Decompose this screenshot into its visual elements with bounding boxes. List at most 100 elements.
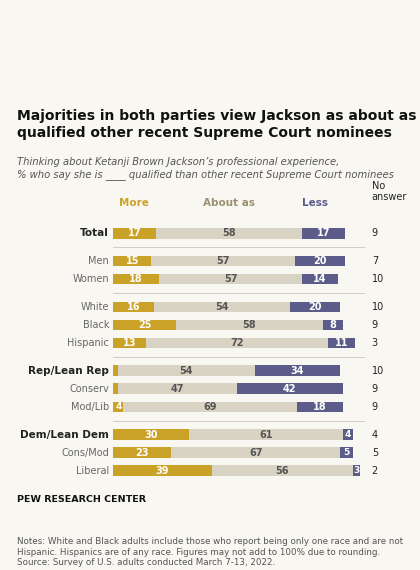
Text: 4: 4 — [372, 430, 378, 440]
Text: 9: 9 — [372, 320, 378, 330]
Bar — [113, 337, 146, 348]
Text: 30: 30 — [144, 430, 158, 440]
Text: 58: 58 — [243, 320, 256, 330]
Bar — [151, 255, 295, 266]
Bar — [297, 401, 343, 412]
Text: More: More — [118, 198, 149, 208]
Text: PEW RESEARCH CENTER: PEW RESEARCH CENTER — [17, 495, 146, 504]
Text: 4: 4 — [344, 430, 351, 439]
Bar — [237, 384, 343, 394]
Text: Majorities in both parties view Jackson as about as
qualified other recent Supre: Majorities in both parties view Jackson … — [17, 109, 416, 140]
Text: 5: 5 — [344, 449, 349, 457]
Text: 67: 67 — [249, 448, 262, 458]
Text: 14: 14 — [313, 274, 327, 284]
Text: 9: 9 — [372, 228, 378, 238]
Text: 13: 13 — [123, 338, 136, 348]
Text: 17: 17 — [317, 228, 331, 238]
Text: 47: 47 — [171, 384, 184, 394]
Text: 56: 56 — [276, 466, 289, 476]
Text: 7: 7 — [372, 256, 378, 266]
Bar — [113, 227, 156, 238]
Text: 9: 9 — [372, 402, 378, 412]
Text: Conserv: Conserv — [69, 384, 109, 394]
Text: % who say she is ____ qualified than other recent Supreme Court nominees: % who say she is ____ qualified than oth… — [17, 169, 394, 180]
Bar — [113, 466, 212, 477]
Text: 34: 34 — [291, 366, 304, 376]
Text: Total: Total — [80, 228, 109, 238]
Text: 39: 39 — [156, 466, 169, 476]
Text: 20: 20 — [308, 302, 322, 312]
Text: 2: 2 — [372, 466, 378, 476]
Bar — [113, 384, 118, 394]
Text: 3: 3 — [354, 466, 360, 475]
Bar — [113, 255, 151, 266]
Text: Hispanic: Hispanic — [67, 338, 109, 348]
Bar — [176, 320, 323, 331]
Bar — [159, 274, 302, 284]
Bar — [156, 227, 302, 238]
Text: 15: 15 — [126, 256, 139, 266]
Text: 54: 54 — [180, 366, 193, 376]
Bar — [118, 365, 255, 376]
Text: About as: About as — [203, 198, 255, 208]
Text: Men: Men — [89, 256, 109, 266]
Bar — [189, 429, 343, 440]
Text: Rep/Lean Rep: Rep/Lean Rep — [28, 366, 109, 376]
Bar — [171, 447, 340, 458]
Text: 17: 17 — [128, 228, 142, 238]
Bar — [290, 302, 340, 312]
Text: 20: 20 — [313, 256, 327, 266]
Bar — [323, 320, 343, 331]
Text: 10: 10 — [372, 274, 384, 284]
Text: Black: Black — [83, 320, 109, 330]
Text: Cons/Mod: Cons/Mod — [61, 448, 109, 458]
Text: 5: 5 — [372, 448, 378, 458]
Text: 23: 23 — [136, 448, 149, 458]
Bar — [113, 302, 154, 312]
Text: Notes: White and Black adults include those who report being only one race and a: Notes: White and Black adults include th… — [17, 538, 403, 567]
Bar — [295, 255, 345, 266]
Bar — [113, 320, 176, 331]
Text: Thinking about Ketanji Brown Jackson’s professional experience,: Thinking about Ketanji Brown Jackson’s p… — [17, 157, 339, 167]
Text: 4: 4 — [115, 402, 122, 412]
Bar — [123, 401, 297, 412]
Text: Liberal: Liberal — [76, 466, 109, 476]
Text: 3: 3 — [372, 338, 378, 348]
Text: 10: 10 — [372, 302, 384, 312]
Text: 18: 18 — [129, 274, 143, 284]
Text: White: White — [81, 302, 109, 312]
Text: Less: Less — [302, 198, 328, 208]
Bar — [255, 365, 340, 376]
Text: 18: 18 — [313, 402, 327, 412]
Bar — [113, 274, 159, 284]
Bar — [113, 447, 171, 458]
Text: 16: 16 — [127, 302, 140, 312]
Text: 25: 25 — [138, 320, 152, 330]
Text: 72: 72 — [230, 338, 244, 348]
Text: Dem/Lean Dem: Dem/Lean Dem — [20, 430, 109, 440]
Bar — [340, 447, 353, 458]
Bar — [113, 401, 123, 412]
Text: No
answer: No answer — [372, 181, 407, 202]
Bar — [353, 466, 360, 477]
Text: 11: 11 — [335, 338, 348, 348]
Bar — [302, 274, 338, 284]
Text: 54: 54 — [215, 302, 228, 312]
Text: 42: 42 — [283, 384, 297, 394]
Bar — [212, 466, 353, 477]
Text: 8: 8 — [329, 320, 336, 330]
Text: 10: 10 — [372, 366, 384, 376]
Text: 57: 57 — [224, 274, 237, 284]
Text: 9: 9 — [372, 384, 378, 394]
Text: Mod/Lib: Mod/Lib — [71, 402, 109, 412]
Bar — [113, 365, 118, 376]
Text: 58: 58 — [223, 228, 236, 238]
Bar — [343, 429, 353, 440]
Bar — [302, 227, 345, 238]
Text: 61: 61 — [259, 430, 273, 440]
Text: 57: 57 — [216, 256, 230, 266]
Text: 69: 69 — [204, 402, 217, 412]
Bar — [154, 302, 290, 312]
Bar — [146, 337, 328, 348]
Text: Women: Women — [73, 274, 109, 284]
